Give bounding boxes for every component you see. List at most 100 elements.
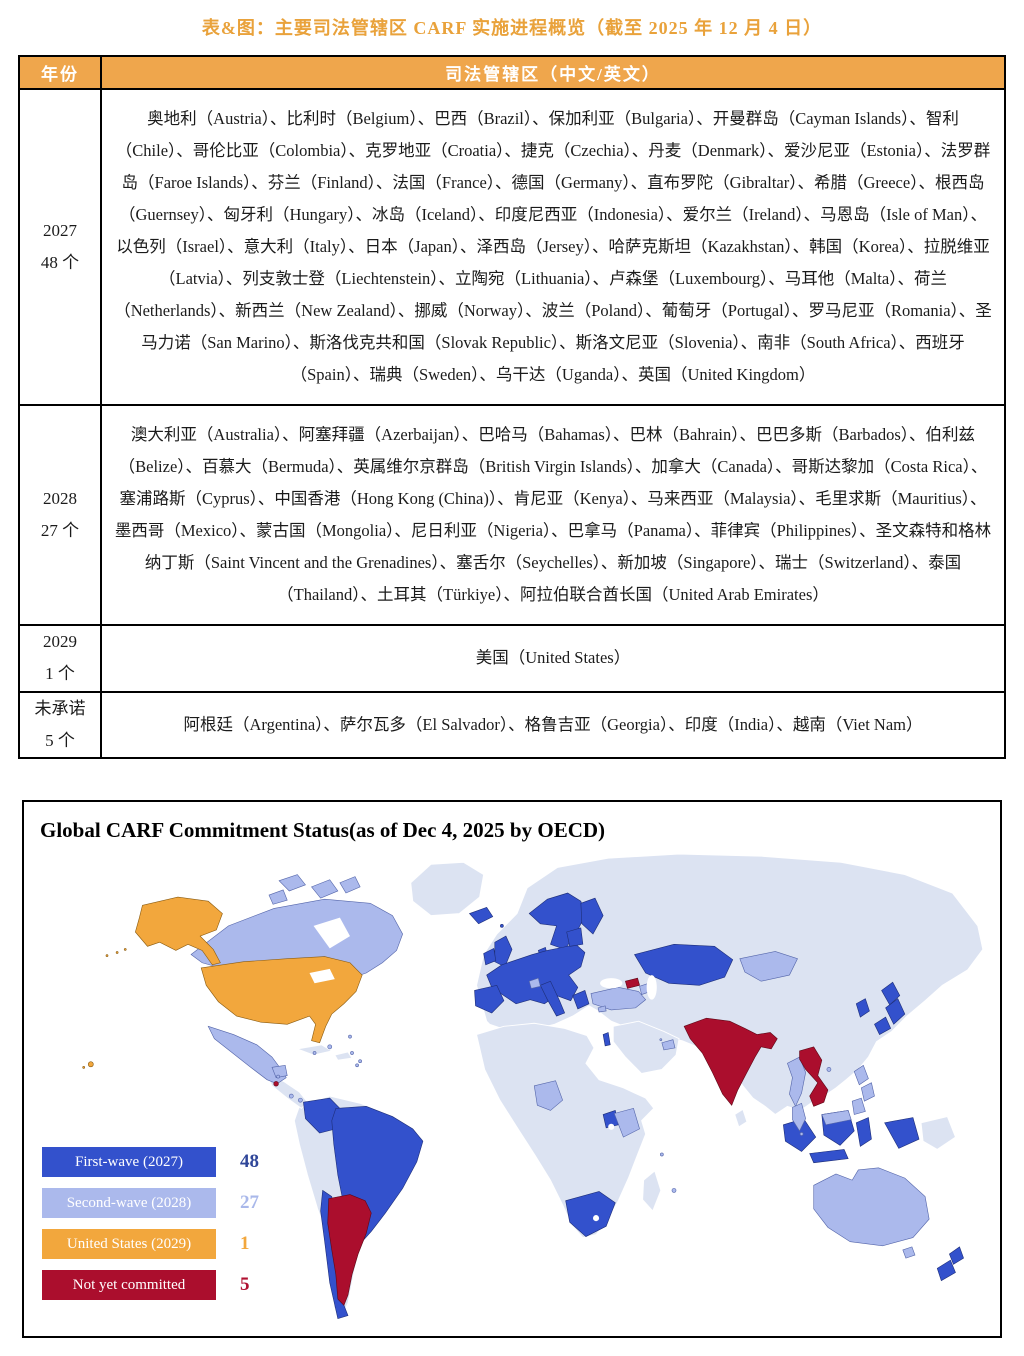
- world-map-panel: Global CARF Commitment Status(as of Dec …: [22, 800, 1002, 1338]
- map-region-kenya: [613, 1108, 640, 1138]
- map-region-cuba: [295, 1044, 333, 1056]
- map-region-iceland: [468, 907, 494, 925]
- map-region-bahamas: [327, 1044, 333, 1050]
- map-region-el-salvador: [273, 1081, 279, 1087]
- year-cell: 2027 48 个: [18, 88, 102, 406]
- map-region-sulawesi: [855, 1117, 872, 1147]
- table-row: 未承诺 5 个 阿根廷（Argentina）、萨尔瓦多（El Salvador）…: [18, 690, 1006, 760]
- map-region-eurasia: [476, 853, 984, 1116]
- jurisdictions-cell: 美国（United States）: [100, 624, 1006, 693]
- map-region-ireland: [483, 947, 497, 966]
- map-region-philippines-luzon: [853, 1064, 869, 1086]
- count-label: 48 个: [40, 253, 80, 272]
- map-region-india: [683, 1017, 778, 1106]
- jurisdictions-cell: 阿根廷（Argentina）、萨尔瓦多（El Salvador）、格鲁吉亚（Ge…: [100, 690, 1006, 760]
- map-region-vietnam: [799, 1046, 829, 1107]
- map-region-africa: [476, 1022, 655, 1239]
- map-region-greenland: [410, 861, 485, 917]
- map-region-baltics: [566, 927, 584, 947]
- map-region-yucatan: [271, 1064, 288, 1078]
- black-sea: [600, 978, 623, 989]
- map-region-faroe-islands: [500, 923, 504, 928]
- map-region-malaysia-borneo: [821, 1110, 852, 1126]
- map-region-japan-south: [874, 1016, 892, 1035]
- map-region-mongolia: [739, 951, 798, 982]
- table-row: 2027 48 个 奥地利（Austria）、比利时（Belgium）、巴西（B…: [18, 88, 1006, 406]
- map-region-argentina: [327, 1194, 372, 1306]
- map-legend: First-wave (2027) 48 Second-wave (2028) …: [42, 1147, 259, 1311]
- map-region-uae: [661, 1039, 676, 1051]
- map-region-british-virgin-islands: [350, 1051, 354, 1055]
- map-region-aleutians-1: [123, 948, 127, 951]
- great-lakes: [309, 968, 335, 984]
- map-region-singapore: [799, 1132, 804, 1136]
- table-row: 2028 27 个 澳大利亚（Australia）、阿塞拜疆（Azerbaija…: [18, 404, 1006, 626]
- map-region-hong-kong: [826, 1067, 832, 1072]
- map-region-japan-north: [881, 981, 901, 1006]
- legend-row-not-committed: Not yet committed 5: [42, 1270, 259, 1300]
- map-region-cyprus: [597, 1005, 607, 1013]
- map-region-switzerland: [528, 977, 541, 989]
- map-region-georgia: [625, 977, 640, 989]
- map-region-new-zealand-south: [936, 1259, 956, 1282]
- map-region-arctic-island-3: [268, 889, 288, 905]
- legend-chip-united-states: United States (2029): [42, 1229, 216, 1259]
- map-region-mexico: [207, 1025, 287, 1085]
- map-region-arctic-island-2: [311, 879, 339, 899]
- map-region-tasmania: [902, 1246, 916, 1259]
- table-row: 2029 1 个 美国（United States）: [18, 624, 1006, 693]
- jurisdiction-column-header: 司法管辖区（中文/英文）: [100, 55, 1006, 90]
- legend-count-second-wave: 27: [240, 1192, 259, 1213]
- map-region-nigeria: [533, 1080, 563, 1111]
- hudson-bay: [313, 917, 350, 949]
- table-header-row: 年份 司法管辖区（中文/英文）: [18, 55, 1006, 90]
- map-region-barbados: [358, 1059, 362, 1064]
- world-choropleth-map: [82, 853, 984, 1320]
- page-title: 表&图：主要司法管辖区 CARF 实施进程概览（截至 2025 年 12 月 4…: [201, 18, 823, 38]
- map-region-europe-mainland: [486, 943, 586, 1005]
- map-region-philippines-visayas: [860, 1082, 875, 1102]
- map-region-west-papua: [884, 1117, 920, 1149]
- count-label: 27 个: [40, 521, 80, 540]
- map-region-panama: [298, 1097, 303, 1103]
- legend-chip-second-wave: Second-wave (2028): [42, 1188, 216, 1218]
- map-region-papua-new-guinea: [920, 1116, 957, 1150]
- map-region-bahrain: [659, 1038, 663, 1042]
- map-region-greece: [572, 990, 590, 1010]
- year-label: 2028: [43, 488, 77, 508]
- map-region-mauritius: [671, 1188, 677, 1193]
- map-region-madagascar: [642, 1170, 662, 1212]
- map-region-arctic-island-4: [339, 876, 361, 894]
- map-region-costa-rica: [288, 1093, 294, 1099]
- map-region-turkey: [590, 987, 647, 1011]
- map-region-italy: [539, 980, 566, 1017]
- map-region-new-zealand-north: [949, 1246, 964, 1265]
- map-region-aleutians-2: [115, 951, 119, 954]
- map-region-south-korea: [855, 998, 870, 1018]
- map-region-arabia: [612, 1020, 680, 1075]
- legend-count-not-committed: 5: [240, 1274, 250, 1295]
- map-region-aleutians-3: [105, 954, 109, 957]
- year-cell: 2029 1 个: [18, 624, 102, 693]
- year-label: 未承诺: [34, 698, 86, 718]
- map-region-alaska: [135, 896, 223, 966]
- map-region-hispaniola: [334, 1051, 353, 1061]
- legend-chip-first-wave: First-wave (2027): [42, 1147, 216, 1177]
- year-label: 2029: [43, 632, 77, 651]
- year-cell: 2028 27 个: [18, 404, 102, 626]
- map-region-australia: [813, 1167, 930, 1247]
- lake-victoria: [608, 1123, 615, 1130]
- legend-count-united-states: 1: [240, 1233, 250, 1254]
- year-cell: 未承诺 5 个: [18, 690, 102, 760]
- legend-count-first-wave: 48: [240, 1151, 259, 1172]
- legend-row-second-wave: Second-wave (2028) 27: [42, 1188, 259, 1218]
- map-region-malaysia-peninsula: [792, 1102, 806, 1132]
- year-label: 2027: [43, 220, 77, 240]
- map-region-finland: [580, 897, 604, 935]
- map-region-seychelles: [660, 1152, 664, 1157]
- map-region-bermuda: [348, 1034, 352, 1039]
- jurisdictions-cell: 奥地利（Austria）、比利时（Belgium）、巴西（Brazil）、保加利…: [100, 88, 1006, 406]
- map-region-sri-lanka: [734, 1108, 748, 1128]
- year-column-header: 年份: [18, 55, 102, 90]
